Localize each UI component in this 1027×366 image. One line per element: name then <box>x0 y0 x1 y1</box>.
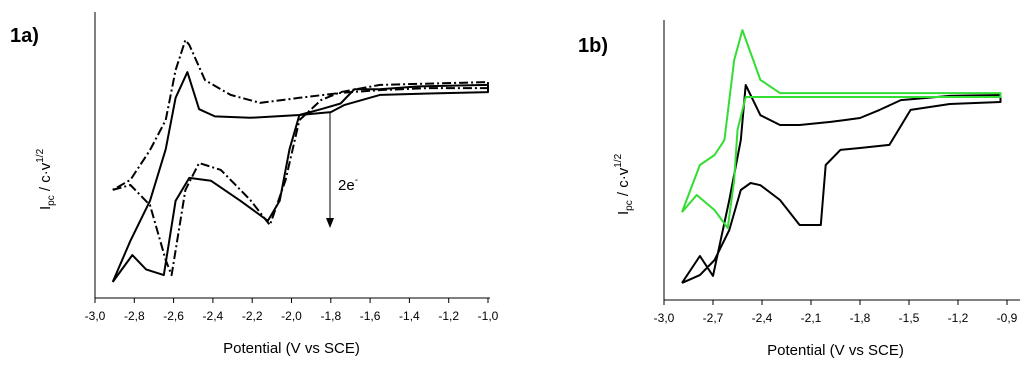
x-axis-label: Potential (V vs SCE) <box>767 342 904 359</box>
x-tick-label: -2,6 <box>163 309 184 323</box>
y-label-main: I <box>615 211 632 215</box>
y-axis-label: Ipc / c·v1/2 <box>35 148 57 210</box>
annotation-text: 2e <box>338 177 355 194</box>
x-tick-label: -2,0 <box>281 309 302 323</box>
arrow-head <box>326 218 334 228</box>
x-axis-label: Potential (V vs SCE) <box>223 340 360 357</box>
y-label-sub: pc <box>46 195 57 206</box>
x-tick-label: -2,8 <box>124 309 145 323</box>
x-tick-label: -1,6 <box>360 309 381 323</box>
y-label-rest: / c·v <box>37 162 54 195</box>
x-tick-label: -2,4 <box>203 309 224 323</box>
cv-curve <box>111 71 489 283</box>
x-tick-label: -2,2 <box>242 309 263 323</box>
x-tick-label: -1,8 <box>850 311 871 325</box>
x-tick-label: -1,2 <box>438 309 459 323</box>
x-tick-label: -1,2 <box>948 311 969 325</box>
x-tick-label: -1,5 <box>899 311 920 325</box>
cv-curve <box>681 84 1002 284</box>
panel-label: 1a) <box>10 25 39 47</box>
x-tick-label: -3,0 <box>85 309 106 323</box>
x-tick-label: -3,0 <box>654 311 675 325</box>
x-tick-label: -1,4 <box>399 309 420 323</box>
x-tick-label: -1,8 <box>320 309 341 323</box>
panel-label: 1b) <box>578 35 608 57</box>
x-tick-label: -2,7 <box>703 311 724 325</box>
y-label-sub: pc <box>624 200 635 211</box>
y-label-rest: / c·v <box>615 167 632 200</box>
x-tick-label: -0,9 <box>997 311 1018 325</box>
y-label-main: I <box>37 206 54 210</box>
annotation-sup: - <box>355 175 358 186</box>
x-tick-label: -2,1 <box>801 311 822 325</box>
x-tick-label: -1,0 <box>478 309 499 323</box>
cv-curve <box>681 29 1002 229</box>
y-axis-label: Ipc / c·v1/2 <box>613 153 635 215</box>
annotation: 2e- <box>338 175 358 194</box>
cv-curve <box>112 39 489 277</box>
x-tick-label: -2,4 <box>752 311 773 325</box>
y-label-sup: 1/2 <box>35 148 46 162</box>
y-label-sup: 1/2 <box>613 153 624 167</box>
